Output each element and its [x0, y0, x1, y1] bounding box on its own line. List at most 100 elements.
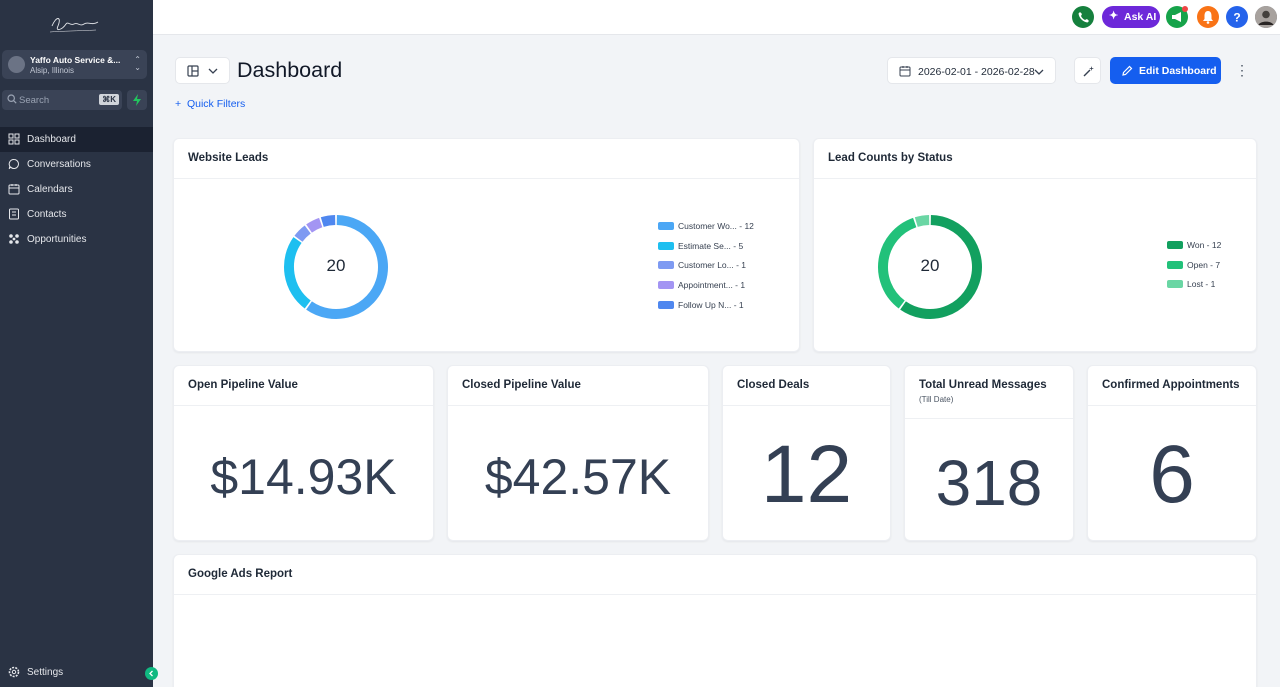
divider: [723, 405, 890, 406]
megaphone-icon: [1172, 12, 1181, 22]
sidebar-item-settings[interactable]: Settings: [0, 662, 153, 684]
card-title: Confirmed Appointments: [1102, 379, 1240, 391]
sparkle-icon: ✦: [1109, 10, 1119, 22]
bolt-icon: [133, 94, 141, 106]
donut-segment[interactable]: [284, 237, 311, 309]
announcements-button[interactable]: [1166, 6, 1188, 28]
card-subtitle: (Till Date): [919, 395, 954, 404]
kpi-value: 6: [1149, 429, 1195, 520]
legend-swatch: [658, 222, 674, 230]
search-placeholder: Search: [19, 95, 50, 106]
donut-segment[interactable]: [320, 215, 336, 227]
quick-filters-button[interactable]: + Quick Filters: [175, 98, 245, 110]
legend-swatch: [1167, 260, 1183, 269]
legend-swatch: [658, 241, 674, 250]
legend-label: Customer Lo... - 1: [678, 260, 747, 271]
notifications-button[interactable]: [1197, 6, 1219, 28]
calendar-icon: [899, 66, 911, 77]
sidebar-item-contacts[interactable]: Contacts: [0, 202, 153, 227]
avatar[interactable]: [1255, 6, 1277, 28]
donut-segment[interactable]: [306, 217, 323, 233]
sidebar-item-label: Contacts: [27, 209, 67, 220]
svg-text:?: ?: [1233, 11, 1240, 25]
donut-segment[interactable]: [914, 215, 930, 227]
user-avatar-icon: [1255, 6, 1277, 28]
question-icon: ?: [1233, 11, 1240, 25]
donut-segment[interactable]: [900, 215, 982, 319]
legend-swatch: [1167, 241, 1183, 249]
ai-customize-button[interactable]: [1074, 57, 1101, 84]
chevron-down-icon: [1034, 69, 1044, 75]
legend-label: Won - 12: [1187, 240, 1222, 250]
quick-actions-button[interactable]: [127, 90, 147, 110]
kpi-value: 318: [935, 447, 1043, 519]
sidebar-item-opportunities[interactable]: Opportunities: [0, 227, 153, 252]
bell-icon: [1203, 11, 1213, 24]
edit-dashboard-button[interactable]: Edit Dashboard: [1110, 57, 1221, 84]
location-icon: [8, 56, 25, 73]
card-title: Lead Counts by Status: [828, 152, 953, 164]
kpi-value: $42.57K: [484, 449, 672, 505]
phone-button[interactable]: [1072, 6, 1094, 28]
legend-swatch: [658, 300, 674, 309]
account-name: Yaffo Auto Service &...: [30, 55, 121, 65]
search-input[interactable]: Search ⌘K: [2, 90, 122, 110]
divider: [905, 418, 1073, 419]
donut-total: 20: [920, 256, 940, 275]
sidebar-item-conversations[interactable]: Conversations: [0, 152, 153, 177]
dashboard-icon: [8, 133, 20, 145]
card-title: Google Ads Report: [188, 568, 293, 580]
settings-label: Settings: [27, 667, 64, 678]
magic-wand-icon: [1083, 66, 1094, 77]
kpi-value: $14.93K: [210, 449, 397, 505]
gear-icon: [8, 666, 20, 678]
brand-logo[interactable]: [48, 12, 104, 38]
legend-label: Customer Wo... - 12: [678, 221, 754, 231]
legend-label: Follow Up N... - 1: [678, 299, 744, 310]
chevron-updown-icon: ⌃ ⌄: [134, 55, 141, 72]
sidebar-item-dashboard[interactable]: Dashboard: [0, 127, 153, 152]
sidebar-item-calendars[interactable]: Calendars: [0, 177, 153, 202]
page-title: Dashboard: [237, 58, 343, 82]
google-ads-card: Google Ads Report: [173, 554, 1257, 687]
confirmed-appointments-card: Confirmed Appointments 6: [1087, 365, 1257, 541]
search-shortcut: ⌘K: [99, 94, 119, 105]
notification-dot: [1182, 6, 1188, 12]
legend-swatch: [658, 281, 674, 290]
donut-segment[interactable]: [306, 215, 388, 319]
ask-ai-button[interactable]: ✦ Ask AI: [1102, 6, 1160, 28]
legend-label: Estimate Se... - 5: [678, 240, 744, 251]
layout-icon: [187, 65, 199, 77]
lead-status-card: Lead Counts by Status 20 Won - 12 Open - …: [813, 138, 1257, 352]
sidebar-item-label: Dashboard: [27, 134, 76, 145]
divider: [1088, 405, 1256, 406]
opportunities-icon: [9, 234, 19, 244]
donut-segment[interactable]: [878, 217, 917, 309]
card-title: Closed Pipeline Value: [462, 379, 581, 391]
donut-segment[interactable]: [294, 225, 311, 242]
search-icon: [7, 94, 17, 104]
legend-swatch: [1167, 280, 1183, 289]
phone-icon: [1078, 12, 1089, 23]
help-button[interactable]: ?: [1226, 6, 1248, 28]
card-title: Website Leads: [188, 152, 269, 164]
date-range-picker[interactable]: 2026-02-01 - 2026-02-28: [887, 57, 1056, 84]
sidebar-nav: Dashboard Conversations Calendars Contac…: [0, 127, 153, 252]
open-pipeline-card: Open Pipeline Value $14.93K: [173, 365, 434, 541]
contacts-icon: [9, 208, 19, 220]
closed-pipeline-card: Closed Pipeline Value $42.57K: [447, 365, 709, 541]
sidebar-item-label: Calendars: [27, 184, 73, 195]
legend-label: Open - 7: [1187, 259, 1221, 270]
website-leads-card: Website Leads 20 Customer Wo... - 12 Esti…: [173, 138, 800, 352]
divider: [174, 178, 799, 179]
calendar-icon: [8, 184, 20, 195]
account-switcher[interactable]: Yaffo Auto Service &... Alsip, Illinois …: [2, 50, 147, 79]
donut-total: 20: [326, 256, 346, 275]
dashboard-switcher-button[interactable]: [175, 57, 230, 84]
card-title: Closed Deals: [737, 379, 810, 391]
more-options-button[interactable]: ⋮: [1233, 62, 1251, 80]
card-title: Total Unread Messages: [919, 379, 1047, 391]
collapse-sidebar-button[interactable]: [145, 667, 158, 680]
kpi-value: 12: [760, 429, 853, 520]
top-bar: ✦ Ask AI ?: [153, 0, 1280, 35]
